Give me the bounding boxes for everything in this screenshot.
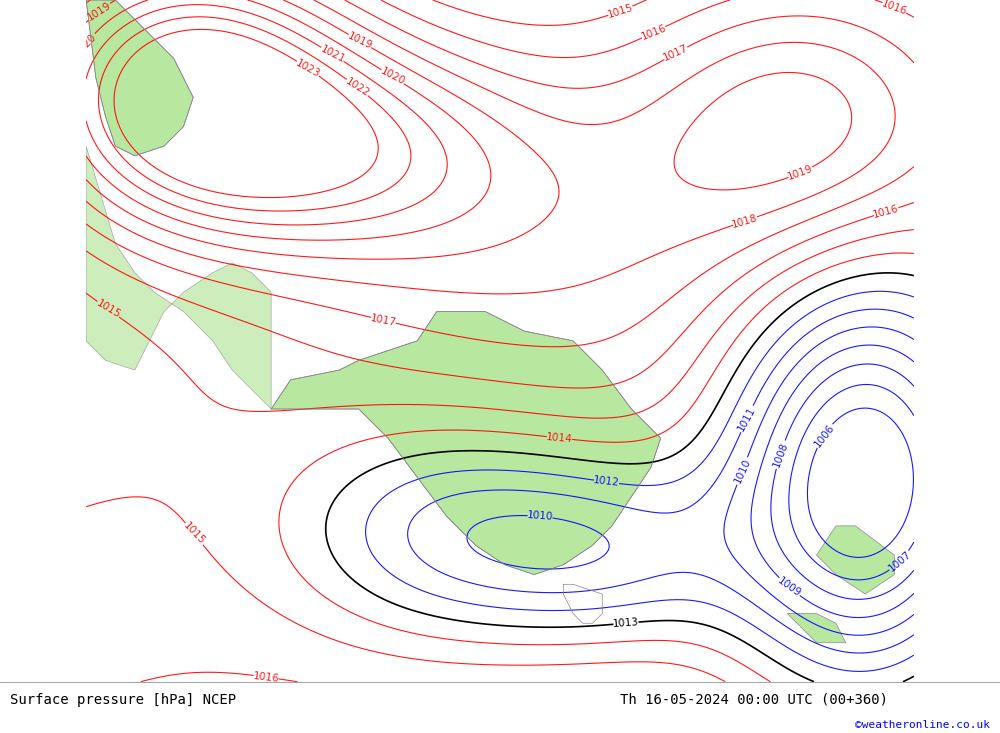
Text: 1020: 1020 <box>73 32 99 58</box>
Text: 1015: 1015 <box>94 298 122 320</box>
Text: 1020: 1020 <box>379 66 407 87</box>
Text: 1018: 1018 <box>731 213 759 229</box>
Text: 1016: 1016 <box>880 0 909 17</box>
Polygon shape <box>86 146 271 409</box>
Polygon shape <box>816 526 894 594</box>
Text: 1015: 1015 <box>606 2 635 20</box>
Text: 1016: 1016 <box>252 671 280 684</box>
Text: 1019: 1019 <box>346 31 374 51</box>
Text: Th 16-05-2024 00:00 UTC (00+360): Th 16-05-2024 00:00 UTC (00+360) <box>620 693 888 707</box>
Text: 1010: 1010 <box>527 510 554 523</box>
Text: 1012: 1012 <box>593 476 620 488</box>
Text: 1013: 1013 <box>612 617 639 629</box>
Text: 1007: 1007 <box>886 549 913 573</box>
Text: 1017: 1017 <box>662 43 690 63</box>
Text: 1008: 1008 <box>771 441 790 468</box>
Polygon shape <box>271 312 661 575</box>
Text: 1023: 1023 <box>294 58 322 79</box>
Text: ©weatheronline.co.uk: ©weatheronline.co.uk <box>855 721 990 730</box>
Text: 1019: 1019 <box>85 0 113 22</box>
Polygon shape <box>787 614 846 643</box>
Text: 1022: 1022 <box>344 76 371 99</box>
Text: 1009: 1009 <box>776 575 803 599</box>
Text: Surface pressure [hPa] NCEP: Surface pressure [hPa] NCEP <box>10 693 236 707</box>
Text: 1016: 1016 <box>640 23 668 42</box>
Text: 1014: 1014 <box>546 432 573 444</box>
Text: 1006: 1006 <box>812 422 836 449</box>
Polygon shape <box>86 0 193 156</box>
Text: 1015: 1015 <box>181 521 207 547</box>
Text: 1010: 1010 <box>732 457 752 485</box>
Text: 1019: 1019 <box>786 163 814 182</box>
Text: 1021: 1021 <box>319 44 347 65</box>
Text: 1011: 1011 <box>736 405 758 432</box>
Text: 1016: 1016 <box>872 203 900 220</box>
Text: 1017: 1017 <box>370 313 397 328</box>
